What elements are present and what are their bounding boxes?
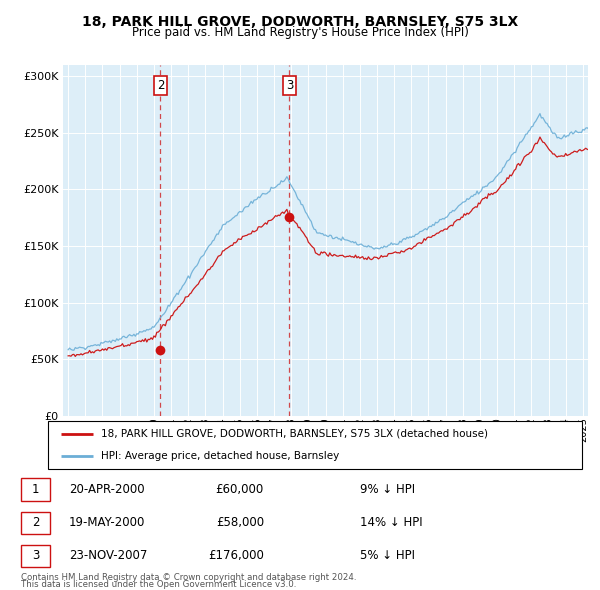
Text: £176,000: £176,000 (208, 549, 264, 562)
Text: 18, PARK HILL GROVE, DODWORTH, BARNSLEY, S75 3LX (detached house): 18, PARK HILL GROVE, DODWORTH, BARNSLEY,… (101, 429, 488, 439)
Text: 3: 3 (32, 549, 39, 562)
Text: 18, PARK HILL GROVE, DODWORTH, BARNSLEY, S75 3LX: 18, PARK HILL GROVE, DODWORTH, BARNSLEY,… (82, 15, 518, 29)
Text: £60,000: £60,000 (216, 483, 264, 496)
Text: 2: 2 (32, 516, 39, 529)
Text: 14% ↓ HPI: 14% ↓ HPI (360, 516, 422, 529)
Text: HPI: Average price, detached house, Barnsley: HPI: Average price, detached house, Barn… (101, 451, 340, 461)
Text: 1: 1 (32, 483, 39, 496)
Text: 3: 3 (286, 79, 293, 92)
Text: £58,000: £58,000 (216, 516, 264, 529)
Text: 5% ↓ HPI: 5% ↓ HPI (360, 549, 415, 562)
Text: 20-APR-2000: 20-APR-2000 (69, 483, 145, 496)
Text: 23-NOV-2007: 23-NOV-2007 (69, 549, 148, 562)
Text: 2: 2 (157, 79, 164, 92)
Text: 19-MAY-2000: 19-MAY-2000 (69, 516, 145, 529)
Text: Contains HM Land Registry data © Crown copyright and database right 2024.: Contains HM Land Registry data © Crown c… (21, 573, 356, 582)
Text: Price paid vs. HM Land Registry's House Price Index (HPI): Price paid vs. HM Land Registry's House … (131, 26, 469, 39)
Text: This data is licensed under the Open Government Licence v3.0.: This data is licensed under the Open Gov… (21, 580, 296, 589)
Text: 9% ↓ HPI: 9% ↓ HPI (360, 483, 415, 496)
